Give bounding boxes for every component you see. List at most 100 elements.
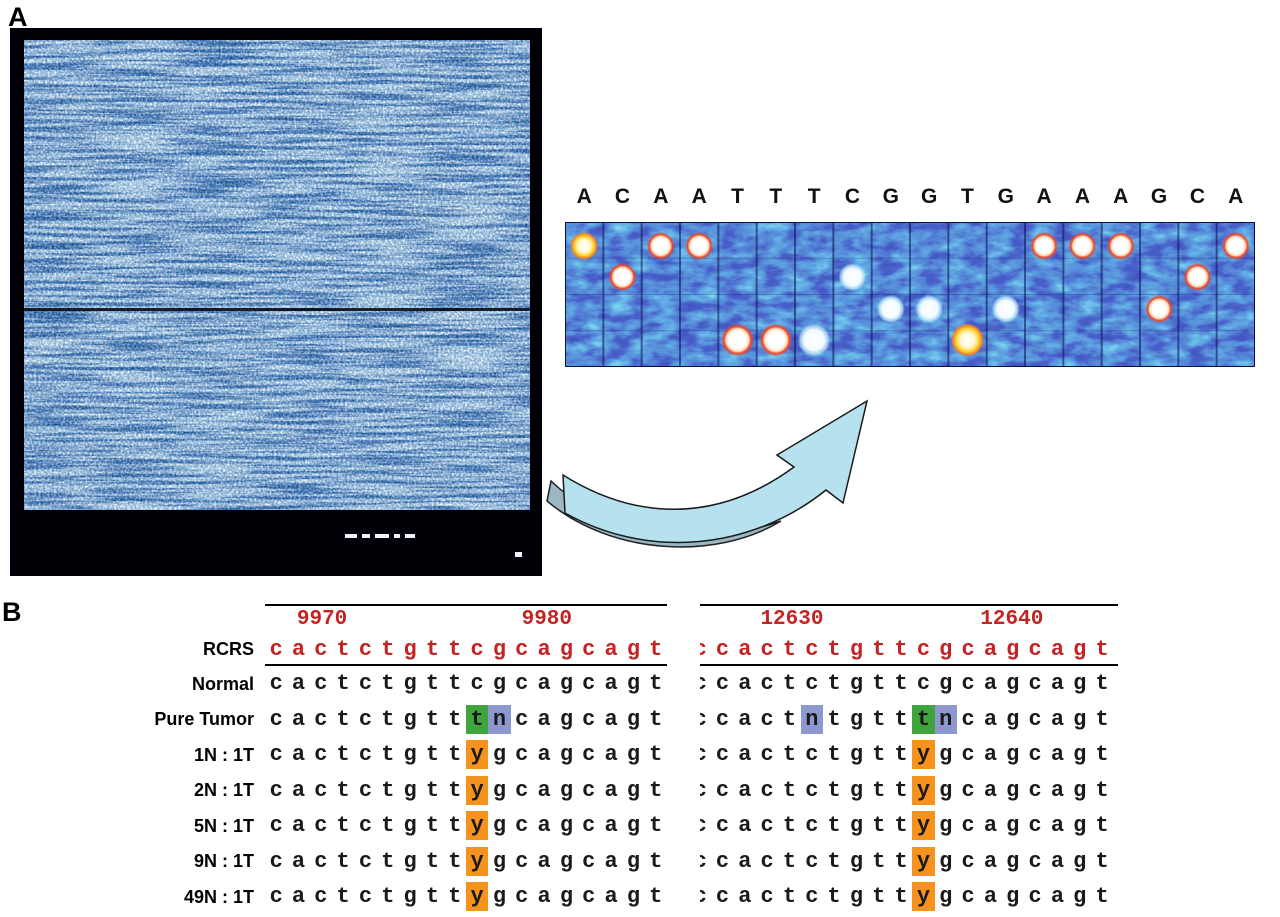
base-char: t <box>782 884 797 910</box>
base-char: c <box>582 777 596 803</box>
zoomed-probe-strip-svg <box>564 221 1256 368</box>
base-char: g <box>626 777 641 803</box>
base-char: a <box>738 813 752 839</box>
base-char: t <box>336 884 350 910</box>
probe-spot-a <box>1106 232 1135 260</box>
base-char: t <box>381 884 395 910</box>
ruler-line <box>700 664 1118 666</box>
basecall-letter: A <box>576 185 592 208</box>
base-char: c <box>470 671 484 697</box>
base-char: c <box>961 706 975 732</box>
base-char: c <box>269 706 283 732</box>
base-char: c <box>760 636 774 662</box>
base-char: g <box>1006 742 1020 768</box>
base-char: c <box>1028 813 1042 839</box>
base-char: t <box>872 777 886 803</box>
base-char: c <box>358 848 373 874</box>
base-char: a <box>604 884 618 910</box>
zoom-arrow-svg <box>546 399 869 548</box>
variant-base-blue: n <box>934 704 957 734</box>
base-char: g <box>403 777 417 803</box>
base-char: t <box>894 742 908 768</box>
base-char: g <box>559 742 574 768</box>
probe-spot-t <box>951 323 984 357</box>
base-char: t <box>872 706 886 732</box>
basecall-letter: T <box>961 185 974 208</box>
base-char: t <box>425 777 440 803</box>
base-char: g <box>626 848 641 874</box>
probe-grid-lines <box>565 222 1255 367</box>
base-char: t <box>782 848 797 874</box>
panel-b-label: B <box>2 597 22 627</box>
basecall-letter: C <box>1189 185 1205 208</box>
base-char: a <box>738 706 752 732</box>
base-char: c <box>760 777 774 803</box>
base-char: a <box>1050 848 1065 874</box>
base-char: c <box>760 671 774 697</box>
base-char: c <box>1113 882 1119 911</box>
base-char: g <box>849 742 864 768</box>
base-char: t <box>448 706 462 732</box>
probe-spot-a <box>1221 232 1250 260</box>
base-char: c <box>358 742 373 768</box>
base-char: a <box>738 777 752 803</box>
base-char: c <box>715 777 730 803</box>
base-char: t <box>425 671 440 697</box>
zoom-arrow-shape <box>562 399 869 544</box>
base-char: a <box>604 848 618 874</box>
base-char: c <box>582 671 596 697</box>
base-char: a <box>537 706 551 732</box>
probe-spot-a <box>1030 232 1059 260</box>
base-char: t <box>649 884 663 910</box>
base-char: c <box>1028 706 1042 732</box>
base-char: c <box>470 636 484 662</box>
base-char: c <box>916 636 931 662</box>
base-char: c <box>269 848 283 874</box>
base-char: c <box>700 848 707 874</box>
base-char: t <box>649 813 663 839</box>
base-char: c <box>515 884 529 910</box>
base-char: c <box>715 671 730 697</box>
base-char: t <box>649 706 663 732</box>
base-char: t <box>425 636 440 662</box>
base-char: t <box>894 636 908 662</box>
base-char: a <box>537 884 551 910</box>
base-char: a <box>983 884 998 910</box>
base-char: g <box>403 884 417 910</box>
microarray-scan-svg <box>10 28 542 576</box>
base-char: t <box>448 813 462 839</box>
base-char: g <box>849 636 864 662</box>
variant-base-green: t <box>912 704 935 734</box>
basecall-letter: G <box>997 185 1014 208</box>
base-char: c <box>314 884 328 910</box>
base-char: a <box>738 848 752 874</box>
probe-spot-g <box>915 295 944 323</box>
base-char: t <box>425 742 440 768</box>
base-char: t <box>1095 884 1109 910</box>
base-char: t <box>381 671 395 697</box>
variant-base-orange: y <box>465 775 489 805</box>
base-char: g <box>559 636 574 662</box>
base-char: g <box>939 848 953 874</box>
base-char: g <box>403 848 417 874</box>
base-char: a <box>604 813 618 839</box>
base-char: c <box>700 777 707 803</box>
base-char: a <box>604 777 618 803</box>
base-char: c <box>805 742 819 768</box>
base-char: c <box>715 884 730 910</box>
base-char: g <box>849 848 864 874</box>
base-char: t <box>1095 848 1109 874</box>
base-char: c <box>961 671 975 697</box>
row-label: Pure Tumor <box>154 709 254 730</box>
base-char: c <box>314 671 328 697</box>
probe-spot-g <box>876 295 905 323</box>
base-char: a <box>1050 884 1065 910</box>
base-char: c <box>1113 811 1119 840</box>
base-char: a <box>738 636 752 662</box>
base-char: c <box>715 813 730 839</box>
base-char: g <box>559 848 574 874</box>
panel-a-label: A <box>8 2 28 32</box>
